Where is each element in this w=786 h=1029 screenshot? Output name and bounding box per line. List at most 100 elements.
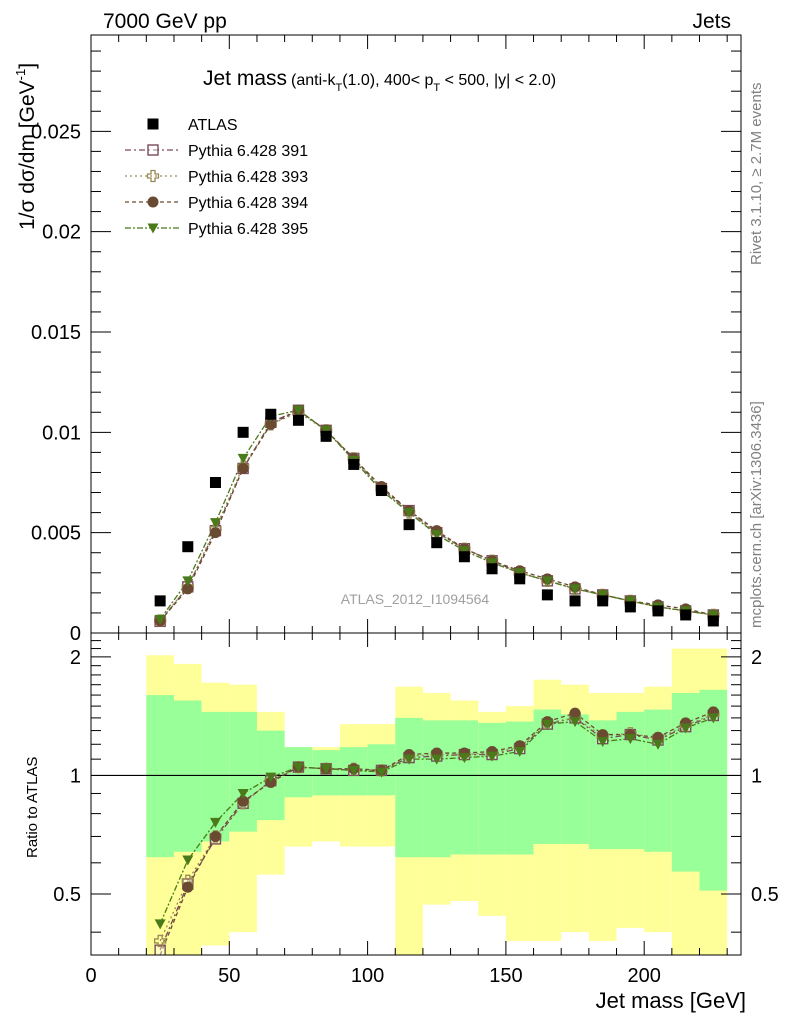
- main-point-s4-9: [403, 508, 415, 519]
- rivet-label: Rivet 3.1.10, ≥ 2.7M events: [748, 83, 765, 266]
- ratio-uncertainty-bands: [91, 648, 741, 955]
- axis-ticks: [90, 35, 741, 955]
- y-ratio-tick-label-left-0: 0.5: [53, 884, 81, 906]
- atlas-point-8: [375, 485, 387, 497]
- ratio-point-s4-14: [541, 719, 553, 730]
- ratio-point-s4-10: [431, 754, 443, 765]
- atlas-point-10: [431, 537, 443, 549]
- atlas-point-7: [348, 458, 360, 470]
- main-point-s4-11: [458, 546, 470, 557]
- ratio-plot-frame: [90, 632, 742, 956]
- axis-tick-labels: 0 50 100 150 200 0 0.005 0.01 0.015 0.02 0.025 0.5 0…: [31, 121, 779, 987]
- x-tick-label-0: 0: [85, 965, 96, 987]
- main-point-s4-2: [209, 518, 221, 529]
- ratio-point-s4-7: [348, 765, 360, 776]
- y-main-tick-label-1: 0.005: [31, 523, 81, 545]
- ratio-point-s1-0: [154, 944, 166, 955]
- atlas-point-19: [680, 609, 692, 621]
- atlas-point-16: [597, 595, 609, 607]
- ratio-point-s3-1: [182, 881, 194, 893]
- ratio-series-layer: [153, 706, 720, 955]
- band-inner-3: [229, 711, 257, 832]
- atlas-point-15: [569, 595, 581, 607]
- ratio-point-s4-17: [624, 734, 636, 745]
- main-point-s4-14: [541, 576, 553, 587]
- atlas-point-11: [458, 551, 470, 563]
- main-point-s4-13: [514, 568, 526, 579]
- main-point-s4-12: [486, 558, 498, 569]
- ratio-point-s4-2: [209, 817, 221, 828]
- legend-label-2: Pythia 6.428 393: [188, 169, 308, 186]
- main-point-s3-3: [237, 462, 249, 474]
- x-tick-label-200: 200: [628, 965, 661, 987]
- y-ratio-tick-label-left-2: 2: [70, 647, 81, 669]
- band-inner-11: [450, 720, 479, 855]
- legend-label-0: ATLAS: [188, 117, 238, 134]
- atlas-point-18: [652, 605, 664, 617]
- ratio-point-s4-5: [292, 762, 304, 773]
- ratio-point-s4-9: [403, 754, 415, 765]
- ratio-point-s4-15: [569, 717, 581, 728]
- y-ratio-tick-label-right-0: 0.5: [751, 884, 779, 906]
- plot-title: Jet mass (anti-kT(1.0), 400< pT < 500, |y…: [203, 67, 556, 94]
- main-line-series-4: [159, 409, 714, 620]
- y-ratio-tick-label-left-1: 1: [70, 765, 81, 787]
- main-point-s4-10: [431, 530, 443, 541]
- main-point-s4-17: [624, 596, 636, 607]
- atlas-point-13: [514, 573, 526, 585]
- ratio-point-s4-6: [320, 764, 332, 775]
- ratio-point-s4-18: [652, 739, 664, 750]
- legend-label-1: Pythia 6.428 391: [188, 143, 308, 160]
- main-point-s4-15: [569, 584, 581, 595]
- main-line-series-1: [159, 409, 714, 622]
- legend-marker-3: [147, 196, 159, 208]
- y-ratio-tick-label-right-2: 2: [751, 647, 762, 669]
- y-main-tick-label-3: 0.015: [31, 322, 81, 344]
- ratio-point-s3-15: [569, 707, 581, 719]
- legend: ATLAS Pythia 6.428 391 Pythia 6.428 393 Pyt…: [125, 117, 308, 238]
- ratio-point-s4-8: [375, 767, 387, 778]
- main-point-s3-4: [265, 418, 277, 430]
- ratio-point-s3-2: [209, 830, 221, 842]
- main-point-s4-20: [707, 610, 719, 621]
- band-inner-1: [173, 700, 202, 852]
- ratio-point-s2-0: [153, 934, 167, 948]
- x-axis-label: Jet mass [GeV]: [596, 988, 746, 1013]
- y-main-tick-label-5: 0.025: [31, 121, 81, 143]
- atlas-point-1: [182, 541, 194, 553]
- legend-marker-4: [147, 223, 159, 234]
- ratio-line-series-4: [159, 717, 714, 925]
- atlas-point-2: [209, 476, 221, 488]
- main-series-layer: [153, 404, 720, 628]
- legend-marker-2: [146, 169, 160, 183]
- legend-label-4: Pythia 6.428 395: [188, 221, 308, 238]
- main-point-s4-16: [597, 590, 609, 601]
- x-tick-label-50: 50: [218, 965, 240, 987]
- header-right-label: Jets: [692, 10, 731, 33]
- atlas-point-4: [265, 408, 277, 420]
- ratio-point-s4-11: [458, 753, 470, 764]
- ratio-point-s4-12: [486, 751, 498, 762]
- ratio-point-s4-19: [680, 723, 692, 734]
- atlas-point-5: [292, 414, 304, 426]
- ratio-line-series-1: [159, 714, 714, 951]
- main-line-series-2: [159, 411, 714, 621]
- y-main-tick-label-4: 0.02: [42, 222, 81, 244]
- legend-label-3: Pythia 6.428 394: [188, 195, 308, 212]
- y-main-tick-label-0: 0: [70, 623, 81, 645]
- main-point-s4-5: [292, 405, 304, 416]
- analysis-watermark: ATLAS_2012_I1094564: [341, 591, 490, 607]
- atlas-point-0: [154, 595, 166, 607]
- ratio-point-s4-13: [514, 747, 526, 758]
- legend-marker-0: [147, 118, 159, 130]
- x-tick-label-150: 150: [489, 965, 522, 987]
- main-point-s4-0: [154, 614, 166, 625]
- band-inner-0: [146, 695, 174, 858]
- ratio-point-s4-1: [182, 855, 194, 866]
- header-left-label: 7000 GeV pp: [103, 10, 227, 33]
- main-point-s4-1: [182, 576, 194, 587]
- ratio-point-s4-4: [265, 772, 277, 783]
- band-inner-15: [561, 714, 589, 844]
